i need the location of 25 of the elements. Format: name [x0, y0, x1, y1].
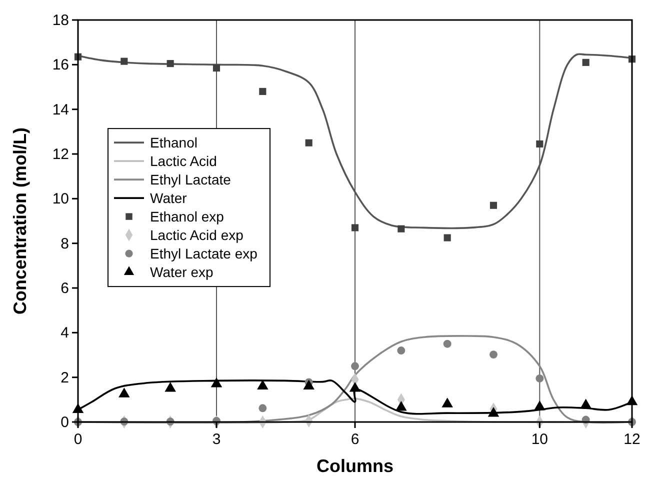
- legend-label: Water: [150, 190, 188, 206]
- x-tick-label: 12: [624, 431, 640, 448]
- legend-label: Lactic Acid: [150, 153, 217, 170]
- y-axis-title: Concentration (mol/L): [10, 128, 30, 314]
- y-tick-label: 6: [60, 280, 69, 297]
- legend-label: Water exp: [150, 264, 214, 280]
- x-tick-label: 0: [74, 431, 82, 448]
- legend-label: Ethanol exp: [150, 208, 224, 225]
- y-tick-label: 0: [60, 414, 69, 431]
- y-tick-label: 4: [60, 324, 69, 342]
- y-tick-label: 2: [60, 369, 69, 386]
- y-tick-label: 10: [52, 190, 69, 208]
- x-tick-label: 6: [350, 431, 360, 448]
- x-axis-title: Columns: [316, 456, 394, 476]
- y-tick-label: 18: [52, 12, 69, 29]
- legend-label: Ethanol: [150, 134, 198, 151]
- x-tick-label: 10: [531, 431, 548, 448]
- legend-label: Ethyl Lactate: [150, 172, 232, 188]
- y-tick-label: 8: [60, 235, 69, 252]
- legend-label: Lactic Acid exp: [150, 227, 244, 244]
- y-tick-label: 14: [52, 101, 69, 118]
- legend-label: Ethyl Lactate exp: [150, 246, 258, 262]
- y-tick-label: 12: [52, 146, 69, 163]
- y-tick-label: 16: [52, 56, 69, 74]
- x-tick-label: 3: [212, 431, 221, 448]
